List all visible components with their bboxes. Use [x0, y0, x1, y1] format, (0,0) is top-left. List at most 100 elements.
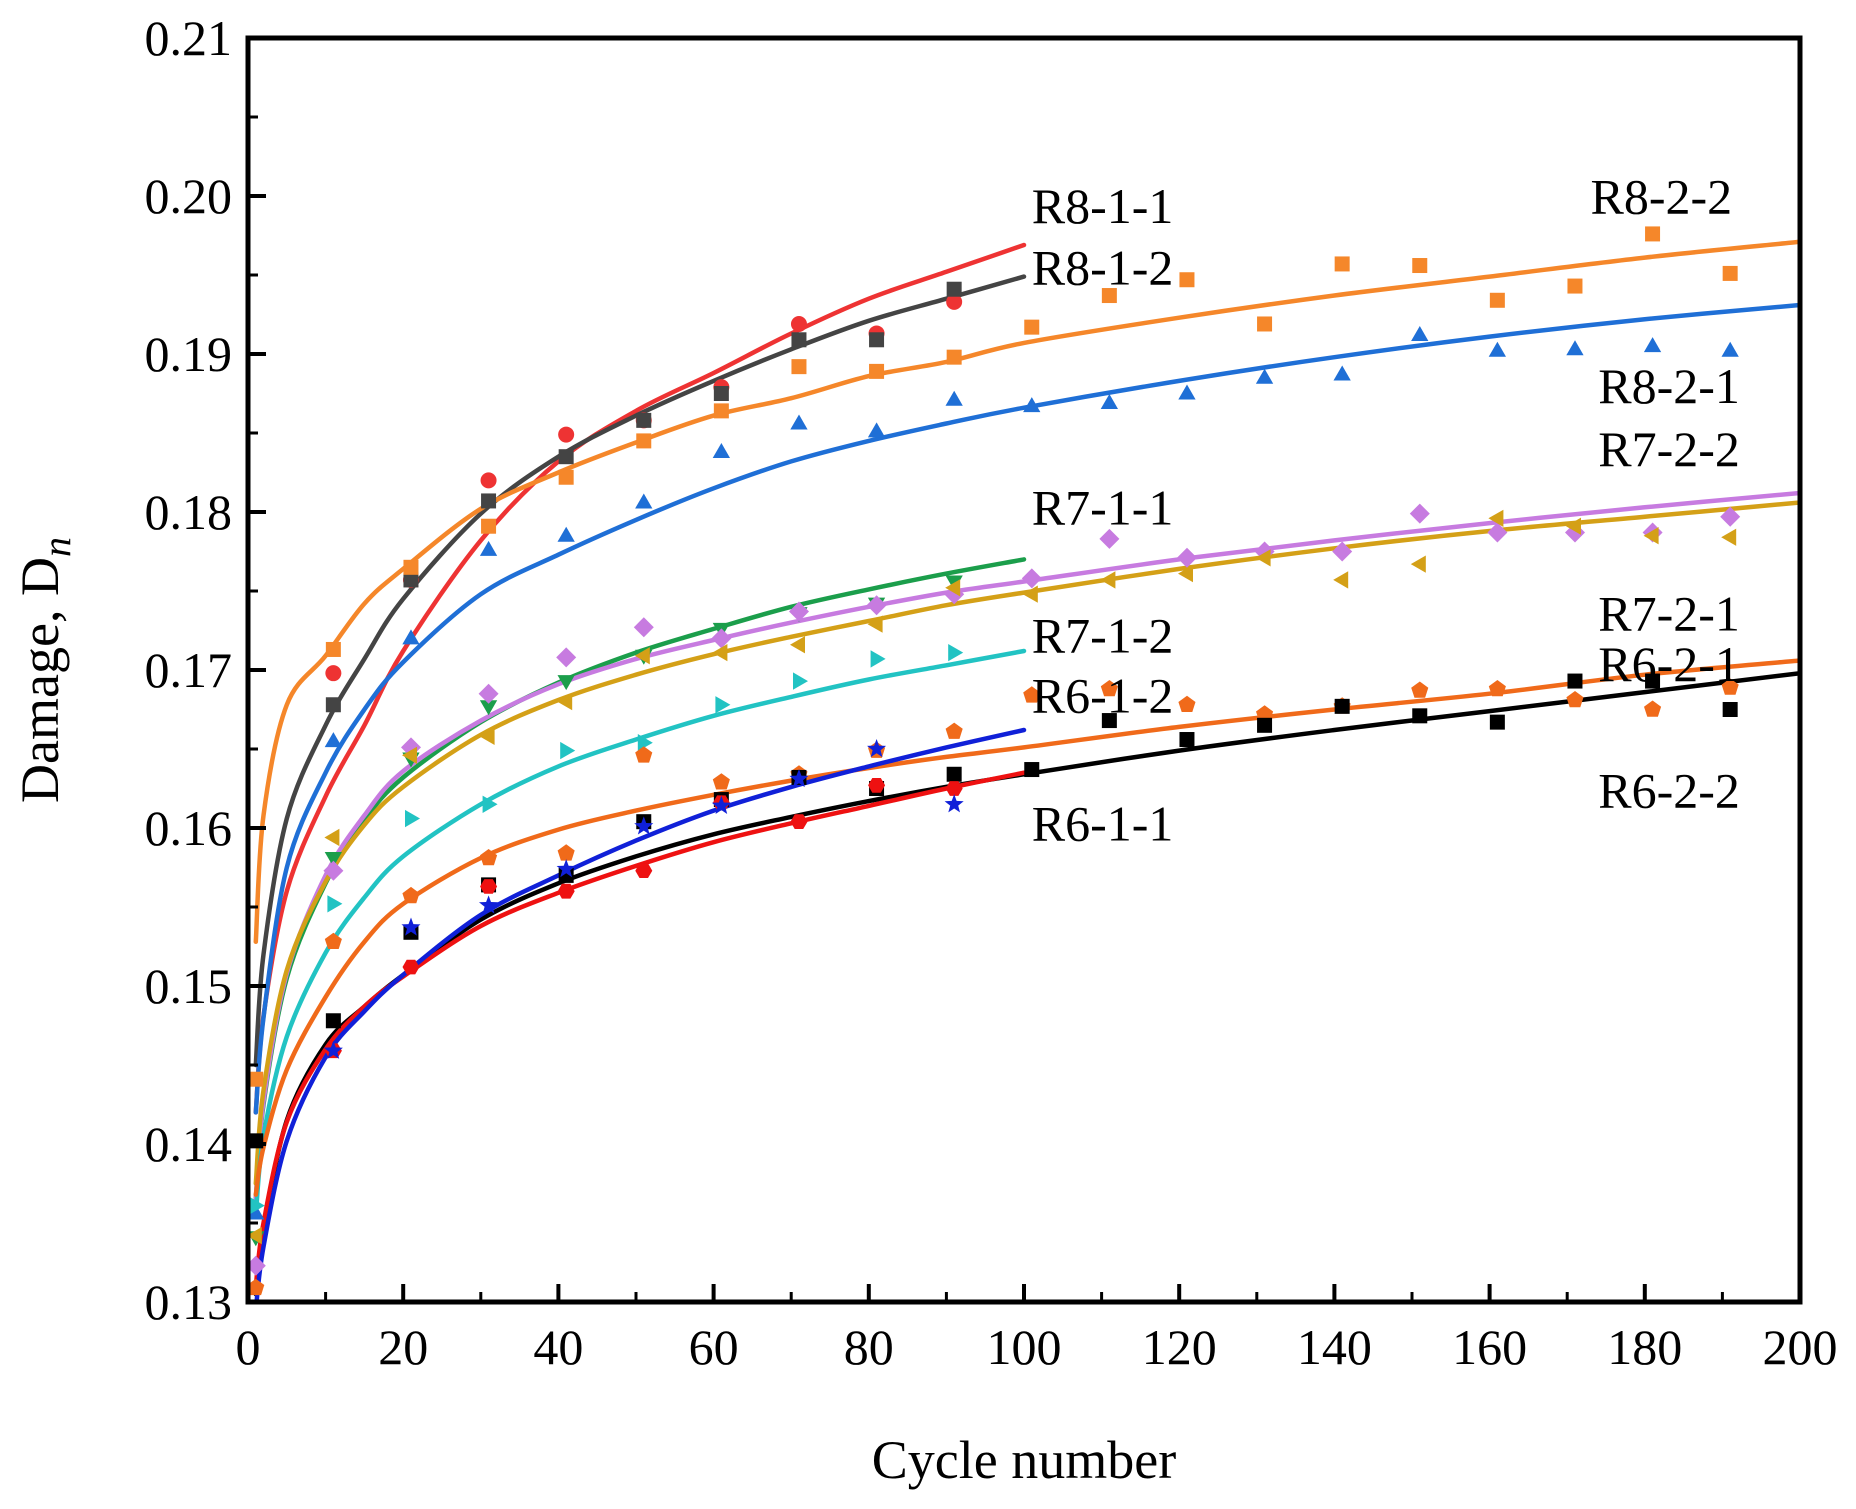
marker-r7-2-2: [1099, 528, 1120, 549]
series-label-r6-1-2: R6-1-2: [1032, 668, 1174, 724]
marker-r7-1-1: [479, 700, 498, 716]
marker-r6-2-1: [1722, 702, 1738, 717]
marker-r8-1-2: [946, 281, 962, 297]
marker-r6-1-2: [1256, 705, 1274, 722]
marker-r6-1-1: [868, 778, 886, 793]
marker-r7-2-1: [790, 636, 805, 654]
marker-r6-1-2: [1178, 695, 1196, 712]
marker-r7-1-1: [557, 675, 575, 691]
marker-r7-1-2: [948, 644, 964, 662]
y-tick-label: 0.19: [145, 326, 233, 382]
marker-r6-1-1: [635, 863, 653, 878]
marker-r7-2-1: [712, 644, 728, 662]
marker-r7-2-1: [1333, 571, 1349, 589]
marker-r6-2-1: [1489, 714, 1505, 730]
marker-r6-1-2: [557, 844, 575, 861]
marker-r8-2-2: [1645, 226, 1661, 242]
marker-r8-2-2: [869, 363, 885, 379]
x-tick-label: 120: [1142, 1319, 1217, 1375]
marker-r6-1-1: [557, 883, 575, 899]
marker-r6-1-2: [1023, 686, 1041, 703]
y-tick-label: 0.15: [145, 958, 233, 1014]
marker-r7-2-2: [323, 860, 344, 881]
marker-r8-2-2: [636, 433, 652, 449]
x-tick-label: 60: [689, 1319, 739, 1375]
plot-area-frame: [245, 35, 1803, 1305]
marker-r8-2-1: [324, 732, 342, 748]
marker-r6-1-1: [944, 794, 964, 813]
marker-r7-2-2: [1021, 568, 1042, 589]
marker-r7-2-2: [1409, 503, 1430, 524]
marker-r8-2-1: [1023, 397, 1041, 413]
marker-r6-1-1: [556, 859, 576, 878]
marker-r7-2-1: [945, 579, 961, 597]
marker-r8-2-1: [1643, 337, 1662, 353]
marker-r8-2-2: [791, 359, 807, 375]
marker-r7-2-1: [867, 615, 883, 633]
marker-r6-2-1: [946, 766, 962, 782]
marker-r8-1-1: [480, 472, 497, 489]
marker-r6-2-1: [1412, 708, 1428, 724]
fit-line-r7-2-2: [253, 490, 1800, 1202]
marker-r6-2-1: [1334, 698, 1350, 714]
marker-r7-2-1: [1488, 509, 1504, 527]
marker-r6-1-2: [712, 773, 730, 790]
marker-r8-2-1: [1100, 394, 1118, 409]
marker-r6-1-1: [711, 795, 731, 814]
x-tick-label: 160: [1452, 1319, 1527, 1375]
marker-r8-2-1: [867, 422, 886, 438]
series-label-r6-2-2: R6-2-2: [1598, 762, 1740, 818]
series-label-r6-2-1: R6-2-1: [1598, 636, 1740, 692]
marker-r8-2-2: [1489, 292, 1505, 308]
marker-r7-2-1: [402, 746, 417, 764]
marker-r8-2-2: [558, 469, 574, 485]
marker-r8-2-2: [325, 641, 341, 657]
series-label-r8-2-2: R8-2-2: [1590, 168, 1732, 224]
marker-r6-1-1: [402, 959, 420, 975]
marker-r8-2-1: [479, 540, 498, 556]
marker-r6-1-2: [1644, 700, 1662, 717]
marker-r7-1-2: [482, 795, 498, 813]
marker-r7-1-2: [327, 895, 343, 913]
marker-r8-2-2: [1101, 288, 1117, 304]
marker-r7-2-1: [1178, 565, 1193, 583]
series-label-r7-2-1: R7-2-1: [1598, 586, 1740, 642]
marker-r7-2-2: [866, 595, 887, 616]
series-label-r8-2-1: R8-2-1: [1598, 358, 1740, 414]
marker-r6-1-1: [945, 781, 963, 796]
marker-r6-1-2: [402, 886, 420, 904]
marker-r7-2-2: [1177, 547, 1197, 568]
marker-r8-2-1: [790, 414, 808, 430]
marker-r6-1-2: [324, 932, 342, 949]
y-axis-title: Damage, Dn: [10, 537, 79, 803]
marker-r7-2-1: [1721, 528, 1737, 546]
marker-r7-2-2: [1332, 541, 1353, 562]
marker-r7-2-1: [479, 727, 495, 745]
marker-r7-2-2: [789, 601, 809, 622]
y-tick-label: 0.16: [145, 800, 233, 856]
marker-r8-1-2: [791, 332, 807, 348]
marker-r6-1-2: [1100, 680, 1118, 697]
marker-r8-2-1: [1178, 384, 1196, 400]
marker-r6-1-2: [480, 849, 498, 866]
marker-r8-2-2: [1412, 258, 1428, 274]
series-label-r8-1-1: R8-1-1: [1032, 178, 1174, 234]
marker-r7-2-2: [1487, 522, 1508, 543]
marker-r6-2-1: [248, 1133, 264, 1149]
series-labels: R8-1-1R8-1-2 R8-2-2 R8-2-1 R7-2-2 R7-1-1 R7-2…: [1032, 168, 1740, 851]
x-tick-label: 180: [1607, 1319, 1682, 1375]
y-tick-label: 0.21: [145, 10, 233, 66]
fit-line-r8-2-2: [253, 239, 1800, 945]
y-tick-label: 0.20: [145, 168, 233, 224]
x-tick-label: 40: [533, 1319, 583, 1375]
y-tick-labels: 0.13 0.14 0.15 0.16 0.17 0.18 0.19 0.20 0.21: [145, 10, 233, 1330]
marker-r8-2-2: [1024, 319, 1040, 335]
series-label-r8-1-2: R8-1-2: [1032, 239, 1174, 295]
marker-r8-1-1: [790, 315, 807, 332]
x-tick-labels: 0 20 40 60 80 100 120 140 160 180 200: [236, 1319, 1838, 1375]
x-tick-label: 0: [236, 1319, 261, 1375]
marker-r7-2-1: [1100, 571, 1116, 589]
marker-r8-2-2: [1334, 256, 1350, 272]
marker-r7-1-2: [405, 809, 420, 828]
marker-r7-1-2: [637, 734, 653, 752]
